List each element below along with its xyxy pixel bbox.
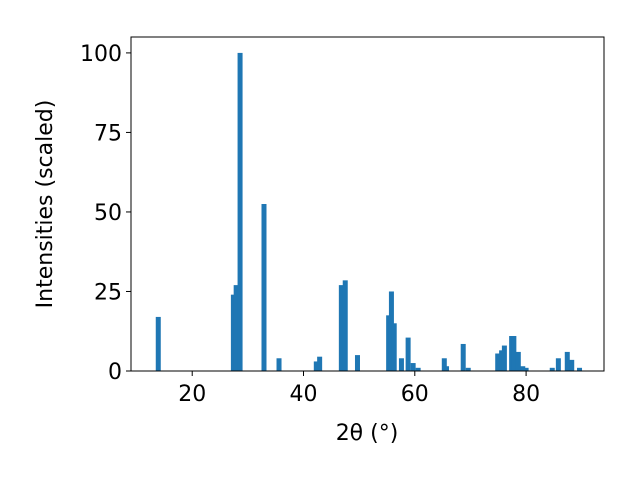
bar xyxy=(499,350,505,371)
x-tick-label: 80 xyxy=(512,382,540,407)
bar xyxy=(391,323,397,371)
bar xyxy=(410,363,416,371)
bar xyxy=(523,367,529,371)
x-axis-label: 2θ (°) xyxy=(336,421,399,446)
bar xyxy=(276,358,282,371)
bar xyxy=(555,358,561,371)
y-tick-label: 25 xyxy=(94,280,122,305)
bar xyxy=(405,337,411,371)
bar xyxy=(230,294,236,371)
bar xyxy=(444,366,450,371)
bar xyxy=(441,358,447,371)
y-tick-label: 100 xyxy=(80,42,122,67)
bar xyxy=(317,356,323,371)
x-tick-label: 60 xyxy=(401,382,429,407)
plot-frame xyxy=(130,36,605,372)
bar xyxy=(515,351,521,371)
bar xyxy=(233,285,239,371)
y-tick-label: 0 xyxy=(108,360,122,385)
bar xyxy=(261,204,267,371)
y-axis-label: Intensities (scaled) xyxy=(33,100,58,309)
bar xyxy=(501,345,507,371)
bar xyxy=(549,367,555,371)
bar xyxy=(398,358,404,371)
bar xyxy=(354,355,360,371)
bar xyxy=(564,351,570,371)
bar xyxy=(342,280,348,371)
x-tick-label: 20 xyxy=(178,382,206,407)
bar xyxy=(465,367,471,371)
bar xyxy=(313,361,319,371)
x-tick-label: 40 xyxy=(290,382,318,407)
bar xyxy=(386,315,392,371)
bar xyxy=(511,336,517,371)
bar xyxy=(415,367,421,371)
bar xyxy=(237,52,243,372)
bar xyxy=(569,359,575,371)
y-tick-label: 50 xyxy=(94,201,122,226)
y-tick-label: 75 xyxy=(94,121,122,146)
bar xyxy=(338,285,344,371)
bar xyxy=(520,366,526,371)
bar xyxy=(495,353,501,371)
bar xyxy=(460,343,466,371)
bar xyxy=(577,367,583,371)
bar xyxy=(155,316,161,371)
bar xyxy=(388,291,394,371)
